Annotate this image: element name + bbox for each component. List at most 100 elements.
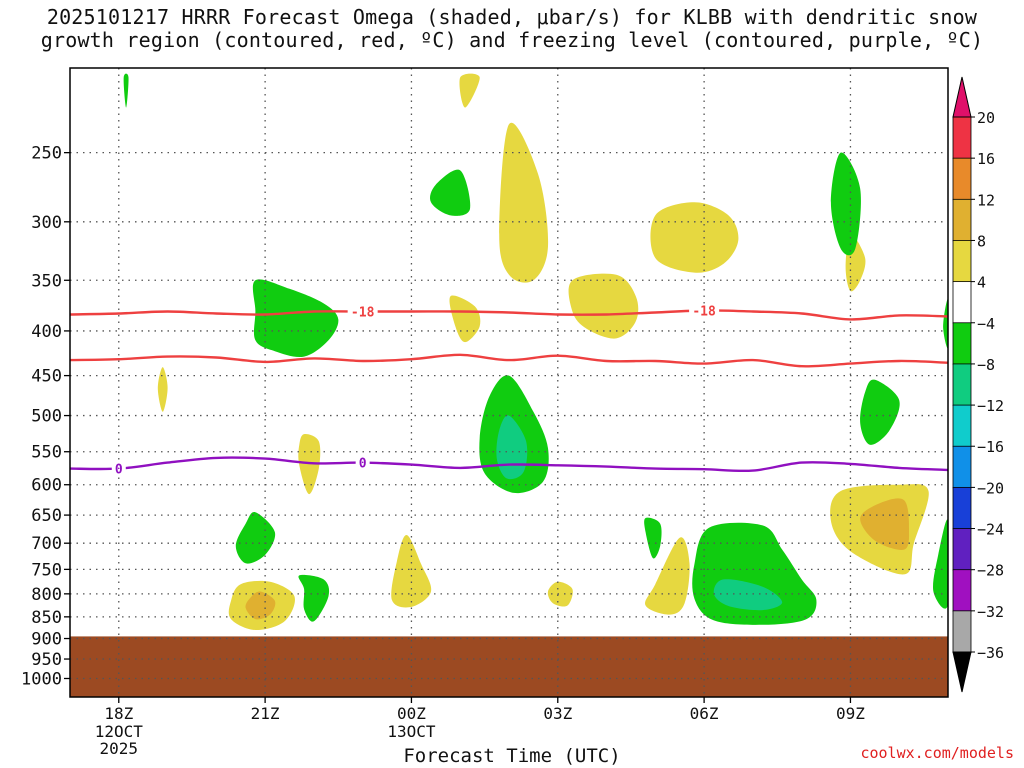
credit-text: coolwx.com/models bbox=[860, 744, 1014, 762]
colorbar-segment bbox=[952, 240, 972, 283]
plot-frame bbox=[69, 67, 949, 698]
colorbar-label: −28 bbox=[977, 562, 1004, 580]
freezing-level-label: 0 bbox=[359, 457, 367, 472]
positive-omega-region bbox=[547, 581, 573, 607]
colorbar-segment bbox=[952, 198, 972, 242]
y-tick-label: 650 bbox=[31, 506, 62, 526]
y-tick-label: 600 bbox=[31, 476, 62, 496]
title-line-1: 2025101217 HRRR Forecast Omega (shaded, … bbox=[46, 5, 978, 29]
isotherm-minus18-line bbox=[70, 309, 948, 321]
freezing-level-line bbox=[70, 456, 948, 473]
positive-omega-region bbox=[645, 537, 690, 615]
negative-omega-region bbox=[830, 152, 861, 256]
x-tick-year: 2025 bbox=[100, 739, 139, 758]
colorbar-segment bbox=[952, 404, 972, 448]
colorbar-label: −16 bbox=[977, 438, 1004, 456]
negative-omega-region bbox=[430, 169, 471, 216]
colorbar-label: −32 bbox=[977, 603, 1004, 621]
isotherm-label: -18 bbox=[351, 305, 375, 320]
x-tick-date: 13OCT bbox=[387, 722, 436, 741]
y-tick-label: 550 bbox=[31, 443, 62, 463]
positive-omega-region bbox=[449, 295, 481, 343]
negative-omega-region bbox=[235, 512, 276, 564]
x-tick-label: 03Z bbox=[543, 704, 572, 723]
negative-omega-region bbox=[860, 379, 900, 445]
negative-omega-region bbox=[252, 279, 339, 358]
grid-lines bbox=[70, 68, 948, 697]
colorbar-segment bbox=[952, 610, 972, 653]
negative-omega-region bbox=[943, 299, 948, 349]
freezing-level-label: 0 bbox=[115, 463, 123, 478]
chart-title: 2025101217 HRRR Forecast Omega (shaded, … bbox=[0, 6, 1024, 52]
positive-omega-region bbox=[568, 273, 639, 339]
negative-omega-region bbox=[644, 517, 662, 559]
colorbar-bottom-arrow bbox=[952, 651, 972, 693]
colorbar-label: −4 bbox=[977, 315, 995, 333]
colorbar-segment bbox=[952, 363, 972, 406]
negative-omega-region bbox=[298, 574, 330, 622]
y-tick-label: 1000 bbox=[21, 669, 62, 689]
y-tick-label: 400 bbox=[31, 322, 62, 342]
isotherm-minus12-line bbox=[70, 353, 948, 368]
colorbar-label: 12 bbox=[977, 191, 995, 209]
positive-omega-region bbox=[860, 498, 910, 550]
colorbar-segment bbox=[952, 281, 972, 324]
x-tick-label: 18Z bbox=[104, 704, 133, 723]
terrain-below-ground bbox=[70, 636, 948, 697]
y-tick-label: 700 bbox=[31, 534, 62, 554]
colorbar-top-arrow bbox=[952, 76, 972, 118]
y-tick-label: 900 bbox=[31, 630, 62, 650]
y-tick-label: 250 bbox=[31, 144, 62, 164]
y-tick-label: 750 bbox=[31, 560, 62, 580]
colorbar-segment bbox=[952, 486, 972, 530]
colorbar-segment bbox=[952, 157, 972, 201]
title-line-2: growth region (contoured, red, ºC) and f… bbox=[40, 28, 984, 52]
colorbar-label: 16 bbox=[977, 150, 995, 168]
x-axis-label: Forecast Time (UTC) bbox=[403, 745, 621, 767]
colorbar-segment bbox=[952, 322, 972, 365]
negative-omega-region bbox=[123, 73, 129, 108]
freezing-level-label-bg bbox=[111, 461, 126, 476]
y-tick-label: 350 bbox=[31, 271, 62, 291]
colorbar-label: 4 bbox=[977, 274, 986, 292]
positive-omega-region bbox=[245, 591, 276, 620]
y-tick-label: 850 bbox=[31, 608, 62, 628]
colorbar-segment bbox=[952, 116, 972, 160]
y-tick-label: 450 bbox=[31, 367, 62, 387]
y-tick-label: 950 bbox=[31, 650, 62, 670]
x-tick-label: 00Z bbox=[397, 704, 426, 723]
positive-omega-region bbox=[157, 367, 168, 412]
isotherm-label-bg bbox=[347, 304, 378, 319]
x-tick-label: 21Z bbox=[251, 704, 280, 723]
positive-omega-region bbox=[499, 122, 549, 283]
isotherm-label: -18 bbox=[692, 304, 716, 319]
colorbar-segment bbox=[952, 528, 972, 571]
x-tick-label: 06Z bbox=[690, 704, 719, 723]
colorbar-segment bbox=[952, 569, 972, 612]
positive-omega-region bbox=[459, 73, 480, 108]
positive-omega-region bbox=[650, 202, 739, 273]
negative-omega-region bbox=[933, 519, 948, 609]
y-tick-label: 800 bbox=[31, 585, 62, 605]
y-tick-label: 300 bbox=[31, 213, 62, 233]
y-tick-label: 500 bbox=[31, 407, 62, 427]
freezing-level-label-bg bbox=[355, 455, 370, 470]
negative-omega-region bbox=[496, 415, 528, 480]
colorbar: 20 16 12 8 4 −4 −8 −12 −16 −20 −24 −28 −32 −36 bbox=[952, 76, 1004, 693]
colorbar-label: −24 bbox=[977, 521, 1004, 539]
omega-shading bbox=[70, 73, 948, 697]
y-axis: 2503003504004505005506006507007508008509… bbox=[21, 144, 70, 689]
colorbar-label: 20 bbox=[977, 109, 995, 127]
x-tick-date: 12OCT bbox=[95, 722, 144, 741]
colorbar-label: −8 bbox=[977, 356, 995, 374]
colorbar-label: −36 bbox=[977, 644, 1004, 662]
colorbar-label: 8 bbox=[977, 232, 986, 250]
colorbar-label: −12 bbox=[977, 397, 1004, 415]
colorbar-label: −20 bbox=[977, 479, 1004, 497]
x-tick-label: 09Z bbox=[836, 704, 865, 723]
colorbar-segment bbox=[952, 445, 972, 489]
isotherm-label-bg bbox=[689, 303, 720, 318]
positive-omega-region bbox=[391, 534, 432, 608]
